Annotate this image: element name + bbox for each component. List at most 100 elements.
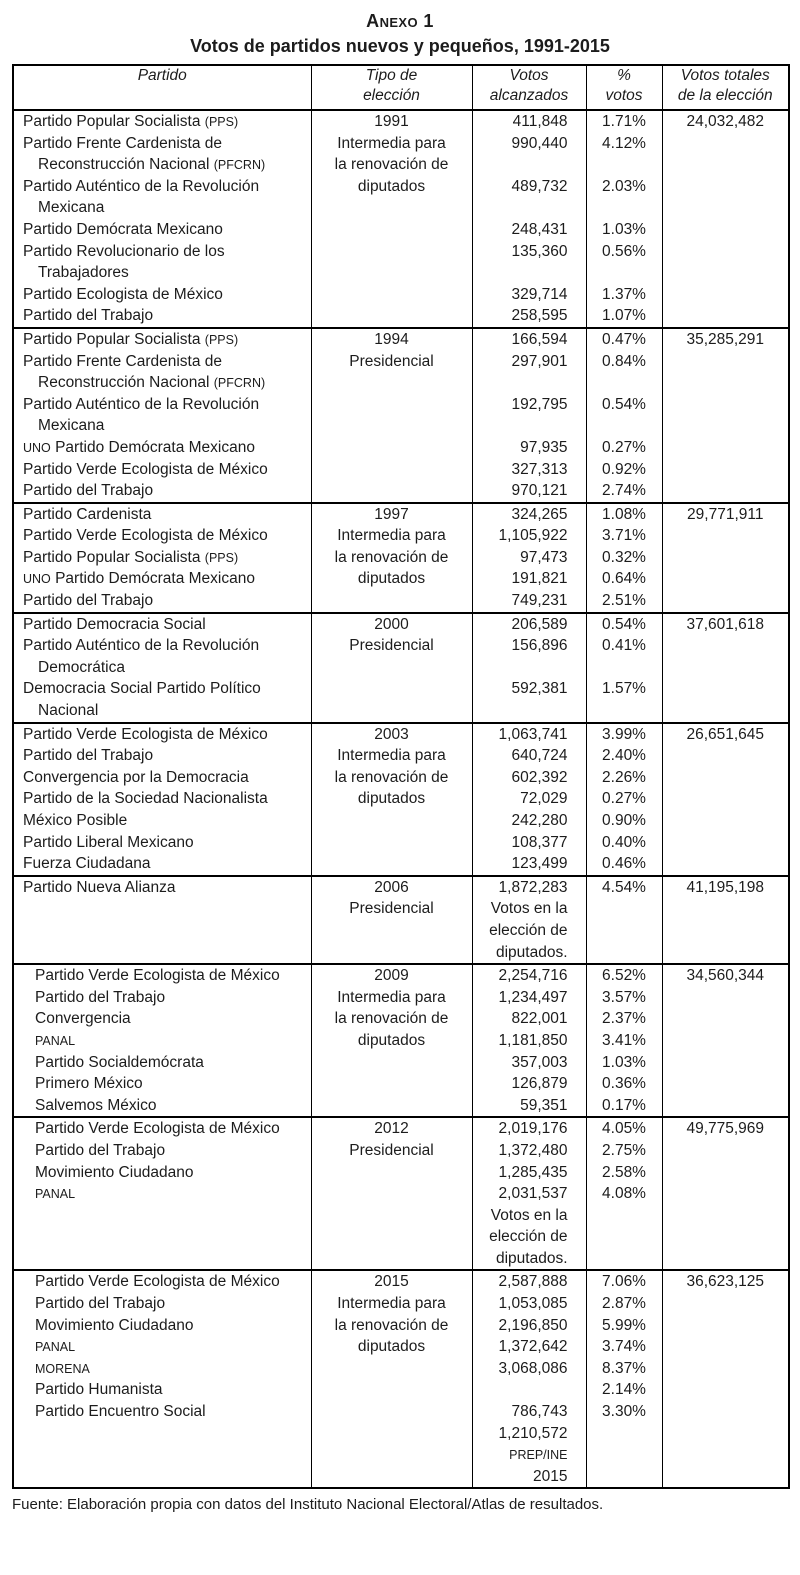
pct-value xyxy=(587,415,662,437)
party-name-line: Reconstrucción Nacional (PFCRN) xyxy=(38,374,266,392)
votes-value: 1,053,085 xyxy=(498,1295,568,1313)
pct-value: 0.36% xyxy=(602,1075,646,1093)
total-votes-value: 29,771,911 xyxy=(687,505,764,523)
party-name-line: PANAL xyxy=(14,1030,311,1052)
party-name-line: PANAL xyxy=(14,1183,311,1205)
party-name-line: Partido Humanista xyxy=(35,1381,163,1399)
pct-value: 1.07% xyxy=(602,307,646,325)
party-name-line: Nacional xyxy=(38,702,99,720)
votes-value: 489,732 xyxy=(511,177,568,195)
table-row-2006: Partido Nueva Alianza 2006 Presidencial 1,8… xyxy=(13,874,789,965)
pct-value: 0.92% xyxy=(602,460,646,478)
votes-value: 411,848 xyxy=(512,113,568,130)
votes-value: diputados. xyxy=(495,943,568,961)
pct-value: 1.57% xyxy=(602,680,646,698)
party-name-line: Partido Verde Ecologista de México xyxy=(23,725,268,743)
votes-value xyxy=(473,262,586,284)
total-votes-value: 36,623,125 xyxy=(686,1273,765,1291)
party-name-line: Partido del Trabajo xyxy=(35,1141,166,1159)
pct-value: 2.14% xyxy=(602,1381,646,1399)
party-name-line: Democracia Social Partido Político xyxy=(23,680,261,698)
party-name-line: Partido Frente Cardenista de xyxy=(23,134,223,152)
votes-value: 2,254,716 xyxy=(498,967,568,985)
table-row-2003: Partido Verde Ecologista de México Partid… xyxy=(13,721,789,876)
cell-votos: 2,254,716 1,234,497 822,001 1,181,850 357,00… xyxy=(471,963,586,1118)
party-name-line: Partido Revolucionario de los xyxy=(23,242,225,260)
votes-value: 329,714 xyxy=(511,285,568,303)
election-type-line: 2009 xyxy=(374,967,409,985)
pct-value: 2.37% xyxy=(602,1010,646,1028)
acronym: (PFCRN) xyxy=(213,376,266,391)
election-type-line: la renovación de xyxy=(334,156,449,174)
votes-value: 592,381 xyxy=(511,680,568,698)
pct-value: 0.54% xyxy=(602,395,646,413)
party-name-line: Mexicana xyxy=(38,199,105,217)
party-name-line: Partido Socialdemócrata xyxy=(35,1053,204,1071)
total-votes-value: 41,195,198 xyxy=(686,878,765,896)
cell-pct: 0.47% 0.84% 0.54% 0.27% 0.92% 2.74% xyxy=(585,326,662,503)
pct-value: 4.12% xyxy=(602,134,646,152)
acronym: UNO xyxy=(23,572,51,587)
votes-value: 135,360 xyxy=(511,242,568,260)
acronym: PANAL xyxy=(35,1187,76,1202)
votes-value: 166,594 xyxy=(511,330,568,348)
pct-value: 1.08% xyxy=(602,505,646,523)
pct-value: 0.27% xyxy=(602,790,646,808)
party-name-line: UNO Partido Demócrata Mexicano xyxy=(23,570,255,588)
header-votos-alcanzados: Votos alcanzados xyxy=(471,65,586,111)
pct-value: 4.08% xyxy=(602,1185,646,1203)
pct-value: 3.74% xyxy=(602,1338,646,1356)
election-type-line: Intermedia para xyxy=(337,988,446,1006)
votes-value: 1,210,572 xyxy=(498,1424,568,1442)
election-type-line: 1997 xyxy=(374,505,409,523)
pct-value xyxy=(587,657,662,679)
table-body: Partido Popular Socialista (PPS) Partido … xyxy=(13,109,789,1489)
party-name-line: Partido del Trabajo xyxy=(23,307,154,325)
pct-value xyxy=(587,154,662,176)
votes-value: 822,001 xyxy=(511,1010,568,1028)
table-row-2009: Partido Verde Ecologista de México Partid… xyxy=(13,963,789,1118)
election-type-line: la renovación de xyxy=(334,548,449,566)
election-type-line: Presidencial xyxy=(349,900,434,918)
page-subtitle: Votos de partidos nuevos y pequeños, 199… xyxy=(190,36,610,56)
cell-tipo: 1991 Intermedia para la renovación de diput… xyxy=(310,109,472,328)
votes-value: 357,003 xyxy=(511,1053,568,1071)
pct-value: 3.30% xyxy=(602,1403,646,1421)
votes-value: 1,063,741 xyxy=(498,725,568,743)
pct-value: 2.51% xyxy=(602,592,646,610)
election-type-line: la renovación de xyxy=(334,768,449,786)
party-name-line: MORENA xyxy=(14,1358,311,1380)
cell-pct: 3.99% 2.40% 2.26% 0.27% 0.90% 0.40% 0.46% xyxy=(585,721,662,876)
election-type-line: Presidencial xyxy=(349,352,434,370)
votes-value: 258,595 xyxy=(511,307,568,325)
pct-value xyxy=(587,197,662,219)
election-type-line: Intermedia para xyxy=(337,527,446,545)
pct-value: 0.46% xyxy=(602,855,646,873)
votes-value: 1,181,850 xyxy=(498,1031,568,1049)
votes-value: Votos en la xyxy=(490,900,568,918)
table-header: Partido Tipo de elección Votos alcanzado… xyxy=(13,65,789,111)
election-type-line: diputados xyxy=(357,1338,426,1356)
votes-value: 749,231 xyxy=(511,592,568,610)
cell-tipo: 2006 Presidencial xyxy=(310,874,472,965)
pct-value: 0.27% xyxy=(602,438,646,456)
party-name-line: Partido de la Sociedad Nacionalista xyxy=(23,790,268,808)
header-pct-votos: % votos xyxy=(585,65,662,111)
party-name-line: PANAL xyxy=(14,1336,311,1358)
votes-value: 1,872,283 xyxy=(498,878,568,896)
votes-value: 786,743 xyxy=(511,1403,568,1421)
table-row-1997: Partido Cardenista Partido Verde Ecologis… xyxy=(13,501,789,613)
votes-value: 640,724 xyxy=(511,747,568,765)
election-type-line: diputados xyxy=(357,790,426,808)
party-name-line: Partido del Trabajo xyxy=(23,747,154,765)
cell-votos: 324,265 1,105,922 97,473 191,821 749,231 xyxy=(471,501,586,613)
pct-value: 4.05% xyxy=(602,1120,646,1138)
cell-votos: 1,063,741 640,724 602,392 72,029 242,280 108,… xyxy=(471,721,586,876)
pct-value: 4.54% xyxy=(602,878,646,896)
total-votes-value: 26,651,645 xyxy=(686,725,765,743)
election-type-line: Intermedia para xyxy=(337,747,446,765)
cell-partido: Partido Nueva Alianza xyxy=(13,874,311,965)
acronym: MORENA xyxy=(35,1361,90,1376)
cell-total: 34,560,344 xyxy=(661,963,789,1118)
source-note: Fuente: Elaboración propia con datos del… xyxy=(12,1496,604,1514)
